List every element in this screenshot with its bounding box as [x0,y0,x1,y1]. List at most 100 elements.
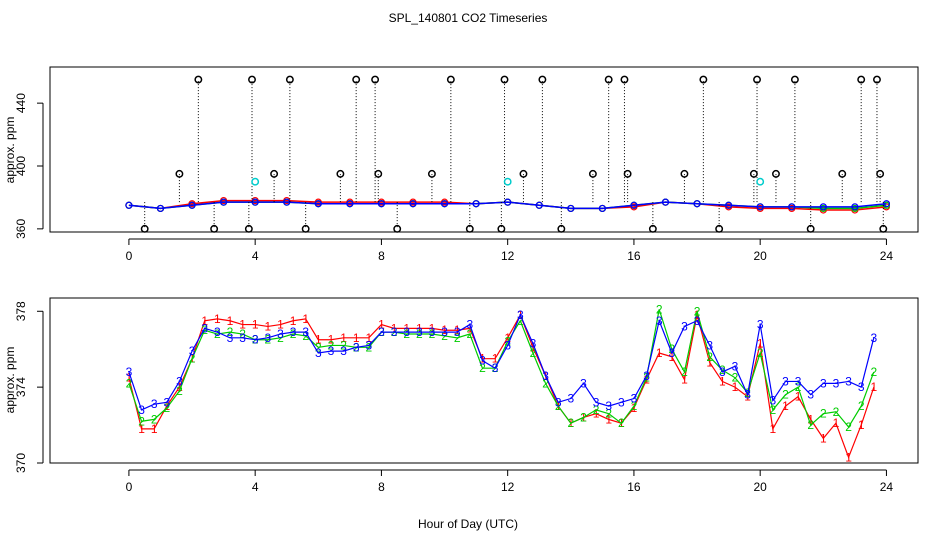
data-point-label: 2 [290,327,297,341]
data-point [819,203,827,211]
data-point-label: 1 [694,308,701,322]
data-point-label: 1 [820,431,827,445]
data-point-label: 3 [694,314,701,328]
data-point-label: 1 [769,422,776,436]
data-point-label: 2 [580,410,587,424]
data-point-label: 1 [302,312,309,326]
data-point-label: 2 [227,325,234,339]
data-point-label: 3 [176,374,183,388]
data-point-label: 2 [441,329,448,343]
data-point-label: 1 [429,321,436,335]
data-point-label: 3 [719,365,726,379]
data-point [693,200,701,208]
data-point-label: 2 [706,350,713,364]
data-point [125,201,133,209]
data-point-label: 3 [618,395,625,409]
y-tick-label: 370 [14,453,28,473]
data-point-label: 1 [227,314,234,328]
data-point-label: 3 [681,319,688,333]
x-axis-label: Hour of Day (UTC) [418,517,518,531]
data-point [346,200,354,208]
data-point-label: 1 [151,422,158,436]
x-tick-label: 0 [126,480,133,494]
spike-point [620,75,629,84]
data-point-label: 2 [631,399,638,413]
spike-point [270,169,279,178]
data-point-label: 3 [732,359,739,373]
y-tick-label: 400 [14,156,28,176]
data-point-label: 3 [517,308,524,322]
data-point-label: 3 [315,346,322,360]
data-point [598,204,606,213]
data-point-label: 3 [820,376,827,390]
data-point-label: 1 [870,380,877,394]
data-point-label: 2 [732,371,739,385]
series-line [128,201,887,210]
data-point-label: 3 [807,388,814,402]
spike-point [876,169,885,178]
spike-point [604,75,613,84]
data-point-label: 3 [252,333,259,347]
spike-point [806,224,815,233]
data-point-label: 3 [138,403,145,417]
data-point-label: 1 [593,407,600,421]
data-point-label: 2 [820,407,827,421]
spike-point [879,224,888,233]
data-point-label: 2 [504,335,511,349]
data-point-label: 1 [656,346,663,360]
spike-point [446,75,455,84]
data-point-label: 3 [795,374,802,388]
data-point-label: 1 [201,314,208,328]
data-point-label: 2 [189,352,196,366]
data-point [630,201,638,209]
data-point-label: 2 [126,376,133,390]
x-tick-label: 20 [754,249,768,263]
bottom-plot-frame [49,297,919,464]
x-tick-label: 8 [378,480,385,494]
data-point-label: 3 [239,331,246,345]
data-point-label: 1 [668,350,675,364]
data-point-label: 1 [252,318,259,332]
data-point-label: 2 [466,327,473,341]
data-point-label: 2 [567,416,574,430]
x-tick-label: 20 [754,480,768,494]
data-point-label: 3 [328,344,335,358]
data-point-label: 1 [466,321,473,335]
data-point-label: 2 [517,314,524,328]
data-point [440,200,449,208]
spike-point [210,224,219,233]
data-point-label: 3 [391,325,398,339]
data-point-label: 1 [315,333,322,347]
series-line [128,313,875,411]
data-point-label: 1 [492,352,499,366]
data-point-label: 1 [807,412,814,426]
chart-title: SPL_140801 CO2 Timeseries [389,11,548,25]
data-point-label: 2 [858,399,865,413]
data-point-label: 3 [416,325,423,339]
data-point-label: 3 [870,331,877,345]
data-point [472,200,480,208]
data-point-label: 1 [530,340,537,354]
data-point-label: 1 [681,373,688,387]
spike-point [175,169,184,178]
data-point-label: 1 [403,321,410,335]
x-tick-label: 12 [501,480,515,494]
top-y-axis-label: approx. ppm [3,117,17,184]
data-point-label: 3 [782,374,789,388]
x-tick-label: 0 [126,249,133,263]
data-point [851,203,859,211]
data-point-label: 2 [302,329,309,343]
data-point-label: 3 [744,388,751,402]
x-tick-label: 16 [627,249,641,263]
data-point-label: 1 [277,318,284,332]
spike-point [873,75,881,84]
data-point-label: 3 [302,325,309,339]
data-point [725,201,733,209]
spike-point [838,169,847,178]
data-point-label: 3 [290,325,297,339]
data-point-label: 2 [214,327,221,341]
data-point-label: 2 [416,327,423,341]
spike-point [248,75,256,84]
data-point-label: 3 [706,338,713,352]
